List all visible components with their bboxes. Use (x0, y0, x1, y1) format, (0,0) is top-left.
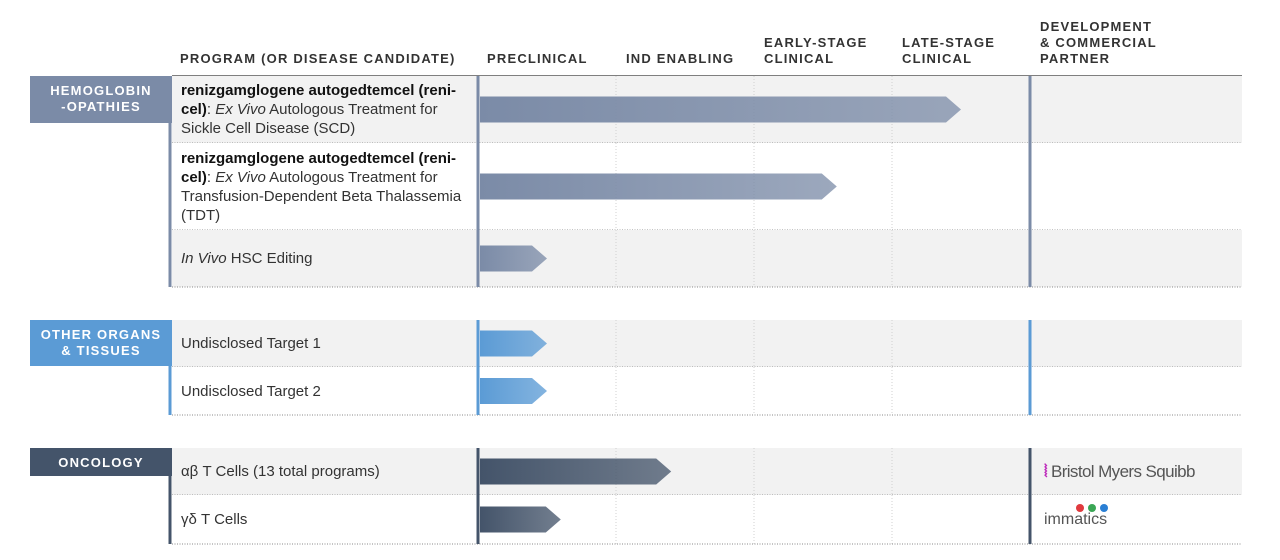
column-header: PROGRAM (OR DISEASE CANDIDATE) (180, 51, 456, 67)
column-header: LATE-STAGE CLINICAL (902, 35, 995, 67)
program-name: In Vivo HSC Editing (181, 230, 473, 287)
program-text-part: Undisclosed Target 2 (181, 382, 321, 400)
header-line: DEVELOPMENT (1040, 19, 1153, 34)
column-header: EARLY-STAGE CLINICAL (764, 35, 868, 67)
program-name: Undisclosed Target 2 (181, 367, 473, 415)
row-background (172, 320, 1242, 367)
header-line: CLINICAL (764, 51, 835, 66)
logo-dot (1076, 504, 1084, 512)
row-background (172, 448, 1242, 495)
group-label-line: ONCOLOGY (58, 455, 144, 470)
program-text-part: Ex Vivo (215, 101, 266, 118)
program-text-part: Autologous Treatment for Sickle Cell Dis… (181, 101, 438, 137)
partner-name: immatics (1044, 511, 1108, 528)
group-label-line: -OPATHIES (61, 99, 141, 114)
program-text-part: Undisclosed Target 1 (181, 335, 321, 352)
progress-arrow (480, 173, 837, 200)
program-text: Undisclosed Target 2 (181, 382, 321, 401)
header-line: IND ENABLING (626, 51, 735, 66)
column-header: DEVELOPMENT & COMMERCIAL PARTNER (1040, 19, 1157, 67)
progress-arrow (480, 330, 547, 357)
progress-arrow (480, 506, 561, 533)
program-text-part: HSC Editing (226, 250, 313, 267)
progress-arrow (480, 458, 672, 485)
header-line: PARTNER (1040, 51, 1111, 66)
row-background (172, 230, 1242, 287)
group-label-line: & TISSUES (61, 343, 141, 358)
program-text-part: Autologous Treatment for Transfusion-Dep… (181, 168, 462, 224)
partner-name: Bristol Myers Squibb (1050, 462, 1195, 481)
program-text: αβ T Cells (13 total programs) (181, 462, 380, 481)
program-text-part: αβ T Cells (13 total programs) (181, 463, 380, 480)
program-text: In Vivo HSC Editing (181, 249, 312, 268)
program-text: renizgamglogene autogedtemcel (reni-cel)… (181, 81, 473, 138)
group-label: ONCOLOGY (30, 448, 172, 476)
program-text: renizgamglogene autogedtemcel (reni-cel)… (181, 149, 473, 225)
partner-logo: ⦚ Bristol Myers Squibb (1044, 448, 1195, 495)
program-name: Undisclosed Target 1 (181, 320, 473, 367)
program-text-part: γδ T Cells (181, 511, 248, 528)
partner-icon: ⦚ (1044, 462, 1048, 481)
program-text-part: : (206, 101, 216, 118)
row-background (172, 367, 1242, 415)
logo-dot (1088, 504, 1096, 512)
header-line: & COMMERCIAL (1040, 35, 1157, 50)
header-line: LATE-STAGE (902, 35, 996, 50)
progress-arrow (480, 378, 547, 404)
program-text-part: : (206, 168, 216, 186)
program-text-part: Ex Vivo (215, 168, 266, 186)
program-text-part: In Vivo (181, 250, 227, 267)
header-line: PRECLINICAL (487, 51, 588, 66)
program-text-part: renizgamglogene autogedtemcel (reni-cel) (181, 149, 457, 186)
progress-arrow (480, 245, 547, 272)
group-label-line: OTHER ORGANS (40, 327, 162, 342)
progress-arrow (480, 96, 961, 123)
column-header: IND ENABLING (626, 51, 734, 67)
program-name: γδ T Cells (181, 495, 473, 544)
header-line: CLINICAL (902, 51, 973, 66)
logo-dot (1100, 504, 1108, 512)
partner-logo: immatics (1044, 495, 1107, 544)
program-text: γδ T Cells (181, 510, 247, 529)
program-name: renizgamglogene autogedtemcel (reni-cel)… (181, 143, 473, 230)
group-label-line: HEMOGLOBIN (50, 83, 152, 98)
header-line: EARLY-STAGE (764, 35, 868, 50)
column-header: PRECLINICAL (487, 51, 588, 67)
group-label: OTHER ORGANS & TISSUES (30, 320, 172, 366)
header-line: PROGRAM (OR DISEASE CANDIDATE) (180, 51, 456, 66)
program-text-part: renizgamglogene autogedtemcel (reni-cel) (181, 82, 457, 118)
group-label: HEMOGLOBIN -OPATHIES (30, 76, 172, 123)
program-name: renizgamglogene autogedtemcel (reni-cel)… (181, 76, 473, 143)
program-name: αβ T Cells (13 total programs) (181, 448, 473, 495)
row-background (172, 495, 1242, 544)
program-text: Undisclosed Target 1 (181, 334, 321, 353)
